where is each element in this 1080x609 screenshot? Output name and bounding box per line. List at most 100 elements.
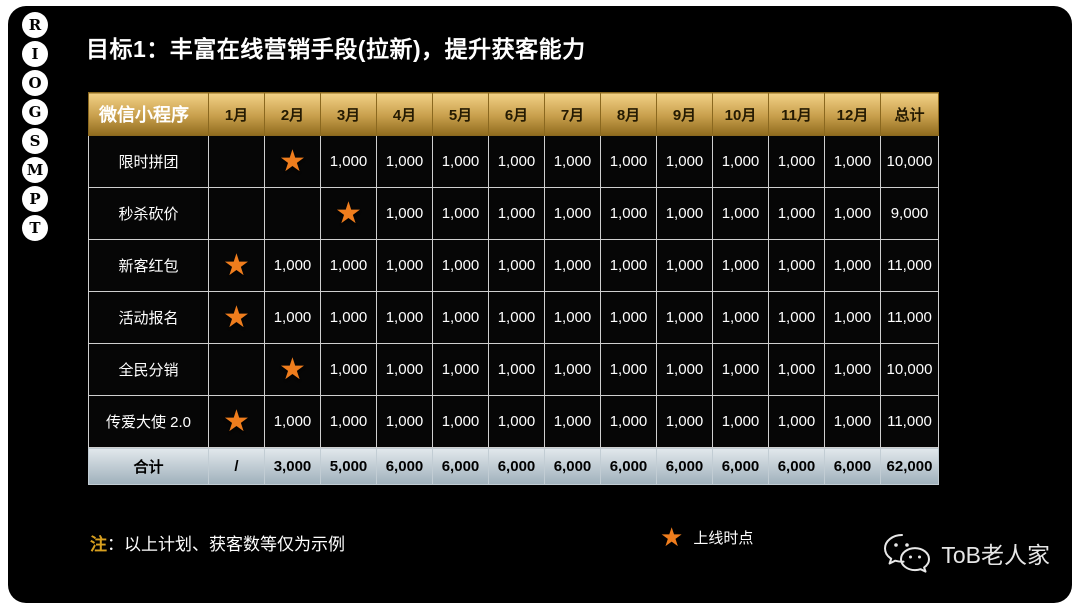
watermark: ToB老人家: [881, 532, 1050, 574]
month-cell: 1,000: [544, 343, 601, 396]
footer-month-cell: 5,000: [320, 447, 377, 485]
table-row: 限时拼团 ★ 1,000 1,000 1,000 1,000 1,000 1,000 1,000…: [88, 135, 939, 188]
month-cell: 1,000: [600, 239, 657, 292]
month-cell: 1,000: [824, 291, 881, 344]
month-cell: 1,000: [824, 135, 881, 188]
month-cell: ★: [320, 187, 377, 240]
watermark-text: ToB老人家: [941, 542, 1050, 568]
footer-month-cell: /: [208, 447, 265, 485]
footer-month-cell: 6,000: [376, 447, 433, 485]
month-cell: 1,000: [432, 395, 489, 448]
month-cell: 1,000: [544, 395, 601, 448]
month-cell: 1,000: [376, 343, 433, 396]
row-total-cell: 11,000: [880, 239, 939, 292]
month-cell: 1,000: [712, 343, 769, 396]
month-cell: 1,000: [600, 395, 657, 448]
page-title: 目标1：丰富在线营销手段(拉新)，提升获客能力: [86, 36, 586, 62]
footer-month-cell: 6,000: [768, 447, 825, 485]
footer-month-cell: 6,000: [432, 447, 489, 485]
footer-row: 合计/3,000 5,000 6,000 6,000 6,000 6,000 6,000 6,…: [88, 447, 939, 485]
month-cell: ★: [208, 395, 265, 448]
month-cell: 1,000: [376, 187, 433, 240]
column-header: 总计: [880, 92, 939, 136]
month-cell: 1,000: [656, 291, 713, 344]
column-header: 4月: [376, 92, 433, 136]
footnote-prefix: 注: [90, 535, 107, 554]
month-cell: 1,000: [432, 187, 489, 240]
launch-star-icon: ★: [223, 404, 250, 438]
month-cell: 1,000: [320, 239, 377, 292]
launch-star-icon: ★: [279, 144, 306, 178]
column-header: 1月: [208, 92, 265, 136]
month-cell: 1,000: [656, 343, 713, 396]
month-cell: ★: [264, 343, 321, 396]
month-cell: 1,000: [712, 291, 769, 344]
legend-label: 上线时点: [693, 529, 754, 547]
footer-month-cell: 6,000: [712, 447, 769, 485]
table-foot: 合计/3,000 5,000 6,000 6,000 6,000 6,000 6,000 6,…: [88, 447, 939, 485]
month-cell: 1,000: [376, 395, 433, 448]
row-label: 限时拼团: [88, 135, 209, 188]
month-cell: 1,000: [712, 395, 769, 448]
month-cell: 1,000: [656, 395, 713, 448]
column-header: 2月: [264, 92, 321, 136]
month-cell: [264, 187, 321, 240]
month-cell: 1,000: [488, 187, 545, 240]
footer-month-cell: 6,000: [600, 447, 657, 485]
wechat-icon: [884, 534, 931, 573]
side-letter-t: T: [22, 215, 48, 241]
side-letter-p: P: [22, 186, 48, 212]
month-cell: 1,000: [768, 135, 825, 188]
row-label: 秒杀砍价: [88, 187, 209, 240]
month-cell: 1,000: [600, 291, 657, 344]
month-cell: 1,000: [376, 135, 433, 188]
month-cell: 1,000: [376, 291, 433, 344]
month-cell: 1,000: [712, 187, 769, 240]
month-cell: 1,000: [768, 395, 825, 448]
month-cell: 1,000: [376, 239, 433, 292]
launch-star-icon: ★: [223, 248, 250, 282]
month-cell: 1,000: [432, 343, 489, 396]
column-header: 5月: [432, 92, 489, 136]
row-total-cell: 11,000: [880, 395, 939, 448]
table-body: 限时拼团 ★ 1,000 1,000 1,000 1,000 1,000 1,000 1,000…: [88, 135, 939, 448]
month-cell: 1,000: [824, 395, 881, 448]
launch-star-icon: ★: [279, 352, 306, 386]
table-row: 新客红包 ★ 1,000 1,000 1,000 1,000 1,000 1,000 1,000…: [88, 239, 939, 292]
month-cell: 1,000: [600, 135, 657, 188]
footer-month-cell: 6,000: [488, 447, 545, 485]
month-cell: 1,000: [824, 343, 881, 396]
side-letter-g: G: [22, 99, 48, 125]
month-cell: 1,000: [600, 187, 657, 240]
month-cell: 1,000: [824, 187, 881, 240]
month-cell: 1,000: [432, 135, 489, 188]
month-cell: 1,000: [488, 395, 545, 448]
footer-month-cell: 3,000: [264, 447, 321, 485]
footer-total-cell: 62,000: [880, 447, 939, 485]
month-cell: [208, 187, 265, 240]
month-cell: 1,000: [768, 343, 825, 396]
legend: ★ 上线时点: [660, 524, 753, 550]
row-total-cell: 10,000: [880, 135, 939, 188]
month-cell: 1,000: [656, 187, 713, 240]
side-letter-s: S: [22, 128, 48, 154]
column-header: 8月: [600, 92, 657, 136]
side-letter-i: I: [22, 41, 48, 67]
table-head: 微信小程序 1月 2月 3月 4月 5月 6月 7月 8月 9月 10月 11月 12月 总计: [88, 92, 939, 136]
month-cell: 1,000: [264, 395, 321, 448]
month-cell: 1,000: [544, 291, 601, 344]
month-cell: 1,000: [656, 135, 713, 188]
month-cell: 1,000: [488, 291, 545, 344]
plan-table-wrap: 微信小程序 1月 2月 3月 4月 5月 6月 7月 8月 9月 10月 11月 12月 总计 限时拼团 ★…: [88, 92, 939, 485]
launch-star-icon: ★: [335, 196, 362, 230]
launch-star-icon: ★: [223, 300, 250, 334]
footer-month-cell: 6,000: [656, 447, 713, 485]
month-cell: 1,000: [712, 135, 769, 188]
month-cell: 1,000: [488, 135, 545, 188]
month-cell: 1,000: [768, 187, 825, 240]
row-total-cell: 11,000: [880, 291, 939, 344]
month-cell: [208, 135, 265, 188]
month-cell: 1,000: [544, 135, 601, 188]
